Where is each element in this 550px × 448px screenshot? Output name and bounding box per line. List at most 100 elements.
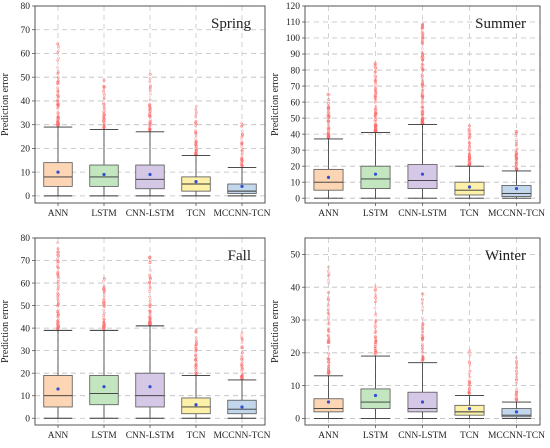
- outlier-point: [468, 159, 471, 163]
- y-tick-label: 60: [291, 98, 301, 108]
- outlier-point: [194, 349, 198, 353]
- outlier-point: [514, 143, 518, 147]
- outlier-point: [327, 102, 330, 105]
- outlier-point: [467, 350, 471, 354]
- outlier-point: [373, 296, 377, 300]
- outlier-point: [57, 111, 60, 115]
- outlier-point: [148, 102, 152, 106]
- outlier-point: [373, 285, 377, 288]
- outlier-point: [468, 363, 472, 367]
- outlier-point: [374, 66, 377, 70]
- outlier-point: [195, 339, 198, 342]
- outlier-point: [374, 329, 378, 333]
- outlier-point: [57, 44, 60, 48]
- outlier-point: [240, 153, 244, 157]
- outlier-point: [194, 341, 198, 345]
- outlier-point: [326, 322, 330, 326]
- outlier-point: [327, 135, 331, 139]
- outlier-point: [326, 297, 330, 301]
- outlier-point: [148, 256, 152, 259]
- outlier-point: [467, 124, 471, 127]
- outlier-point: [102, 286, 106, 290]
- outlier-point: [194, 345, 197, 349]
- outlier-point: [194, 364, 198, 367]
- outlier-point: [421, 80, 425, 84]
- outlier-point: [374, 107, 378, 111]
- outlier-point: [241, 132, 244, 136]
- outlier-point: [515, 371, 519, 375]
- outlier-point: [420, 78, 424, 81]
- outlier-point: [373, 306, 377, 310]
- outlier-point: [514, 134, 518, 138]
- panel-fall: 0 10 20 30 40 50 60 70 80 ANN LSTM CNN-LSTM TCN MCCNN…: [0, 234, 271, 441]
- outlier-point: [240, 164, 244, 167]
- outlier-point: [326, 93, 330, 97]
- plot-frame: [304, 237, 541, 426]
- outlier-point: [374, 61, 377, 65]
- outlier-point: [149, 109, 152, 113]
- outlier-point: [148, 317, 152, 321]
- outlier-point: [102, 314, 105, 318]
- outlier-point: [327, 370, 331, 374]
- outlier-point: [102, 79, 106, 83]
- y-tick-label: 30: [21, 121, 31, 131]
- outlier-point: [468, 369, 472, 373]
- outlier-point: [56, 49, 60, 53]
- box-mccnn-tcn: [501, 129, 532, 199]
- outlier-point: [57, 46, 60, 50]
- y-tick-label: 70: [21, 26, 31, 36]
- outlier-point: [102, 101, 105, 105]
- outlier-point: [515, 373, 518, 376]
- outlier-point: [327, 281, 331, 285]
- outlier-point: [373, 74, 377, 77]
- outlier-point: [514, 389, 518, 393]
- outlier-point: [241, 346, 244, 350]
- outlier-point: [420, 85, 424, 89]
- box-ann: [313, 92, 344, 199]
- outlier-point: [149, 286, 152, 290]
- outlier-point: [468, 124, 472, 128]
- y-tick-label: 110: [286, 18, 300, 28]
- y-tick-label: 40: [21, 324, 31, 334]
- outlier-point: [56, 308, 60, 312]
- box-ann: [313, 265, 344, 419]
- x-tick-label: MCCNN-TCN: [213, 209, 270, 219]
- outlier-point: [374, 289, 377, 293]
- outlier-point: [421, 305, 425, 309]
- outlier-point: [467, 137, 471, 141]
- y-tick-label: 60: [21, 50, 31, 60]
- outlier-point: [240, 129, 244, 133]
- outlier-point: [148, 80, 152, 84]
- outlier-point: [515, 365, 519, 369]
- iqr-box: [501, 184, 532, 197]
- outlier-point: [421, 42, 424, 46]
- y-tick-label: 10: [291, 382, 301, 392]
- y-tick-label: 100: [286, 34, 301, 44]
- outlier-point: [514, 381, 518, 385]
- outlier-point: [374, 82, 378, 86]
- outlier-point: [148, 311, 152, 314]
- outlier-point: [148, 316, 152, 320]
- outlier-point: [373, 108, 377, 112]
- outlier-point: [373, 300, 377, 304]
- outlier-point: [421, 90, 424, 93]
- outlier-point: [56, 302, 60, 305]
- outlier-point: [240, 137, 244, 141]
- outlier-point: [194, 137, 198, 140]
- y-tick-label: 50: [21, 302, 31, 312]
- outlier-point: [102, 298, 106, 302]
- panel-spring: 0 10 20 30 40 50 60 70 80 ANN LSTM CNN-LSTM TCN MCCNN…: [0, 2, 271, 219]
- outlier-point: [514, 356, 518, 360]
- outlier-point: [102, 96, 106, 100]
- y-tick-label: 120: [286, 2, 301, 12]
- outlier-point: [56, 324, 60, 327]
- outlier-point: [56, 90, 60, 93]
- outlier-point: [240, 344, 244, 348]
- outlier-point: [149, 259, 152, 263]
- y-tick-label: 10: [21, 168, 31, 178]
- outlier-point: [374, 74, 377, 78]
- outlier-point: [515, 147, 519, 151]
- outlier-point: [148, 285, 152, 288]
- outlier-point: [421, 114, 424, 117]
- outlier-point: [102, 114, 106, 117]
